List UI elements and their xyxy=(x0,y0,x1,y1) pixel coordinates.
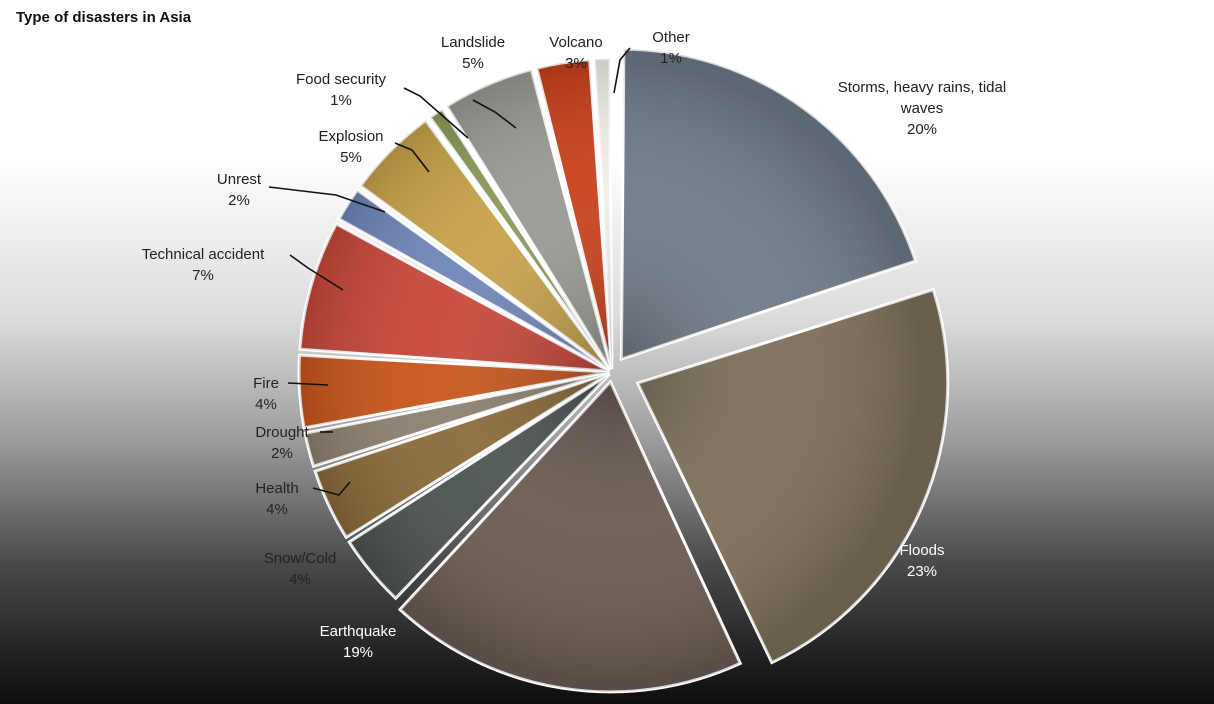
slice-label: Earthquake 19% xyxy=(320,623,397,661)
slice-value-label: 2% xyxy=(271,445,293,462)
slice-name-label: Snow/Cold xyxy=(264,550,337,567)
slice-name-label: waves xyxy=(900,100,944,117)
leader-line xyxy=(613,47,631,94)
slice-label: Food security 1% xyxy=(296,71,387,109)
slice-label: Snow/Cold 4% xyxy=(264,550,337,588)
slice-label: Drought 2% xyxy=(255,424,309,462)
slice-value-label: 1% xyxy=(660,50,682,67)
pie-slice-shade xyxy=(637,289,948,663)
pie-slice-shade xyxy=(400,381,741,692)
pie-slice-shade xyxy=(621,49,916,360)
slice-value-label: 4% xyxy=(255,396,277,413)
slice-label: Fire 4% xyxy=(253,375,279,413)
chart-title: Type of disasters in Asia xyxy=(16,9,192,26)
pie-slice-shade xyxy=(338,190,610,371)
slice-value-label: 20% xyxy=(907,121,937,138)
slice-label: Floods 23% xyxy=(899,542,944,580)
slice-name-label: Unrest xyxy=(217,171,262,188)
slice-name-label: Health xyxy=(255,480,298,497)
slice-label: Storms, heavy rains, tidal waves 20% xyxy=(838,79,1006,138)
slice-value-label: 19% xyxy=(343,644,373,661)
slice-name-label: Explosion xyxy=(318,128,383,145)
pie-slice-shade xyxy=(536,59,612,370)
slice-name-label: Other xyxy=(652,29,690,46)
leader-line xyxy=(394,142,430,173)
slice-name-label: Earthquake xyxy=(320,623,397,640)
slice-label: Explosion 5% xyxy=(318,128,383,166)
pie-slice-shade xyxy=(299,355,610,428)
leader-line xyxy=(289,254,344,291)
slice-name-label: Food security xyxy=(296,71,387,88)
slice-label: Landslide 5% xyxy=(441,34,505,72)
slice-label: Technical accident 7% xyxy=(142,246,265,284)
slice-label: Volcano 3% xyxy=(549,34,602,72)
slice-value-label: 5% xyxy=(340,149,362,166)
slice-name-label: Storms, heavy rains, tidal xyxy=(838,79,1006,96)
slice-value-label: 4% xyxy=(266,501,288,518)
pie-slice-shade xyxy=(349,373,610,599)
slice-value-label: 7% xyxy=(192,267,214,284)
leader-line xyxy=(472,99,517,129)
slice-name-label: Drought xyxy=(255,424,309,441)
slice-label: Unrest 2% xyxy=(217,171,262,209)
pie-slice-shade xyxy=(446,69,611,370)
pie-slice-shade xyxy=(430,109,611,370)
leader-line xyxy=(312,481,351,496)
slice-name-label: Fire xyxy=(253,375,279,392)
slice-value-label: 3% xyxy=(565,55,587,72)
slice-value-label: 2% xyxy=(228,192,250,209)
pie-slice-shade xyxy=(299,223,610,372)
slice-value-label: 1% xyxy=(330,92,352,109)
pie-slice-shade xyxy=(360,120,610,370)
slice-name-label: Volcano xyxy=(549,34,602,51)
slice-name-label: Technical accident xyxy=(142,246,265,263)
slice-label: Health 4% xyxy=(255,480,298,518)
leader-line xyxy=(268,186,386,213)
pie-slice-shade xyxy=(594,59,612,370)
pie-slice-shade xyxy=(315,373,610,538)
slice-value-label: 4% xyxy=(289,571,311,588)
leader-line xyxy=(287,382,329,386)
leader-line xyxy=(403,87,469,139)
slice-value-label: 5% xyxy=(462,55,484,72)
slice-name-label: Landslide xyxy=(441,34,505,51)
slice-value-label: 23% xyxy=(907,563,937,580)
slice-name-label: Floods xyxy=(899,542,944,559)
pie-slice-shade xyxy=(305,372,610,467)
slice-label: Other 1% xyxy=(652,29,690,67)
